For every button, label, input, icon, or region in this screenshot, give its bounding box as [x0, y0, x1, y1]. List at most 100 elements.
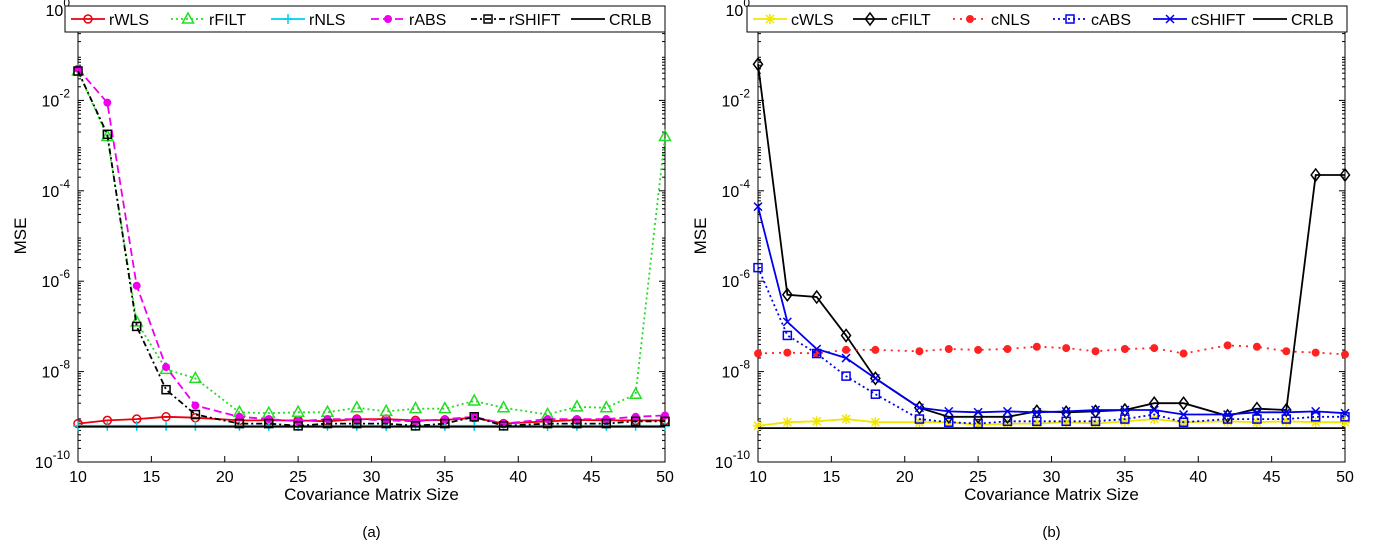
y-tick-label: 10-2: [722, 86, 751, 110]
legend-label-cFILT: cFILT: [891, 12, 931, 29]
data-point-cABS: [870, 389, 881, 399]
data-point-cFILT: [1178, 395, 1190, 411]
legend: rWLS rFILT rNLS rABS rSHIFT CRLB: [64, 5, 666, 33]
data-point-cWLS: [753, 420, 763, 431]
data-point-cWLS: [914, 417, 925, 428]
data-point-cSHIFT: [1281, 407, 1291, 417]
data-point-cFILT: [1280, 402, 1292, 418]
data-point-cSHIFT: [1002, 406, 1013, 416]
series-line-rSHIFT: [77, 70, 665, 427]
data-point-rABS: [162, 363, 171, 372]
data-point-rFILT: [291, 404, 305, 418]
data-point-cABS: [782, 330, 793, 341]
y-axis-label: MSE: [11, 218, 30, 255]
data-point-cSHIFT: [1252, 407, 1262, 417]
data-point-cNLS: [842, 345, 851, 354]
legend-label-CRLB: CRLB: [1291, 12, 1334, 29]
data-point-cWLS: [1031, 418, 1042, 429]
x-tick-label: 50: [656, 469, 674, 486]
x-tick-label: 35: [436, 469, 454, 486]
legend-label-rWLS: rWLS: [109, 12, 149, 29]
legend-label-cSHIFT: cSHIFT: [1191, 12, 1245, 29]
data-point-cSHIFT: [1032, 407, 1042, 417]
data-point-cNLS: [1179, 349, 1188, 358]
data-point-rABS: [191, 401, 200, 410]
y-tick-label: 10-4: [722, 177, 751, 201]
x-axis-label: Covariance Matrix Size: [964, 485, 1139, 504]
data-point-cSHIFT: [1223, 410, 1233, 420]
data-point-cWLS: [973, 419, 984, 430]
y-axis-label: MSE: [691, 218, 710, 255]
x-tick-label: 45: [1263, 469, 1281, 486]
data-point-cABS: [1178, 417, 1189, 427]
data-point-cNLS: [1003, 345, 1012, 353]
chart-panel-0: 10 15 20 25 30 35 40 45 50 10-10 10-8 10-6 10-4 10-2 1…: [11, 0, 674, 541]
legend-label-cABS: cABS: [1091, 12, 1131, 29]
x-tick-label: 40: [509, 469, 527, 486]
data-point-cSHIFT: [870, 373, 880, 383]
series-line-cFILT: [757, 64, 1345, 418]
data-point-cABS: [1032, 416, 1042, 427]
x-tick-label: 15: [822, 469, 840, 486]
data-point-rSHIFT: [73, 66, 83, 76]
y-tick-label: 100: [46, 0, 71, 20]
series-rFILT: [71, 63, 672, 420]
data-point-rFILT: [628, 386, 643, 399]
series-cNLS: [754, 341, 1349, 359]
data-point-rSHIFT: [469, 412, 479, 422]
data-point-cWLS: [1251, 417, 1262, 428]
y-tick-label: 10-6: [722, 267, 751, 291]
data-point-cNLS: [871, 345, 880, 354]
series-cSHIFT: [753, 202, 1350, 420]
y-tick-label: 10-10: [715, 448, 750, 472]
x-tick-label: 10: [749, 469, 767, 486]
series-cFILT: [752, 56, 1351, 425]
data-point-cWLS: [841, 414, 852, 425]
data-point-rSHIFT: [102, 129, 113, 140]
legend-label-rABS: rABS: [409, 12, 446, 29]
data-point-rABS: [132, 281, 141, 290]
x-tick-label: 15: [142, 469, 160, 486]
data-point-cABS: [1002, 416, 1013, 427]
legend-label-cNLS: cNLS: [991, 12, 1030, 29]
data-point-rFILT: [438, 401, 452, 414]
data-point-rSHIFT: [161, 384, 171, 395]
data-point-rFILT: [467, 393, 481, 406]
data-point-cNLS: [974, 345, 983, 354]
data-point-cSHIFT: [1149, 405, 1159, 415]
data-point-cABS: [944, 417, 954, 427]
x-tick-label: 45: [583, 469, 601, 486]
data-point-cWLS: [782, 417, 793, 428]
data-point-cNLS: [1062, 344, 1071, 353]
data-point-rSHIFT: [660, 416, 670, 427]
y-tick-label: 10-4: [42, 177, 71, 201]
x-tick-label: 40: [1189, 469, 1207, 486]
data-point-cSHIFT: [944, 406, 954, 416]
data-point-cNLS: [1341, 350, 1349, 359]
data-point-cABS: [753, 262, 763, 273]
data-point-rFILT: [379, 403, 393, 417]
data-point-cNLS: [1252, 342, 1261, 351]
data-point-cNLS: [1223, 341, 1232, 350]
data-point-cSHIFT: [782, 317, 792, 327]
x-tick-label: 35: [1116, 469, 1134, 486]
data-point-rFILT: [658, 129, 672, 142]
y-tick-label: 10-6: [42, 267, 71, 291]
data-point-cWLS: [1090, 418, 1101, 429]
data-point-cWLS: [1119, 416, 1130, 427]
x-tick-label: 10: [69, 469, 87, 486]
data-point-cSHIFT: [1061, 406, 1071, 416]
legend-label-rFILT: rFILT: [209, 12, 246, 29]
data-point-cNLS: [783, 348, 792, 357]
legend-marker-cNLS: [966, 15, 974, 23]
data-point-cSHIFT: [914, 403, 924, 413]
panel-caption: (b): [1042, 524, 1060, 541]
data-point-cABS: [914, 414, 925, 424]
chart-panel-1: 10 15 20 25 30 35 40 45 50 10-10 10-8 10-6 10-4 10-2 1…: [691, 0, 1354, 541]
data-point-rSHIFT: [630, 416, 641, 427]
data-point-cFILT: [811, 289, 823, 305]
data-point-cWLS: [1281, 416, 1292, 427]
y-tick-label: 10-10: [35, 448, 70, 472]
data-point-cABS: [1310, 412, 1321, 422]
